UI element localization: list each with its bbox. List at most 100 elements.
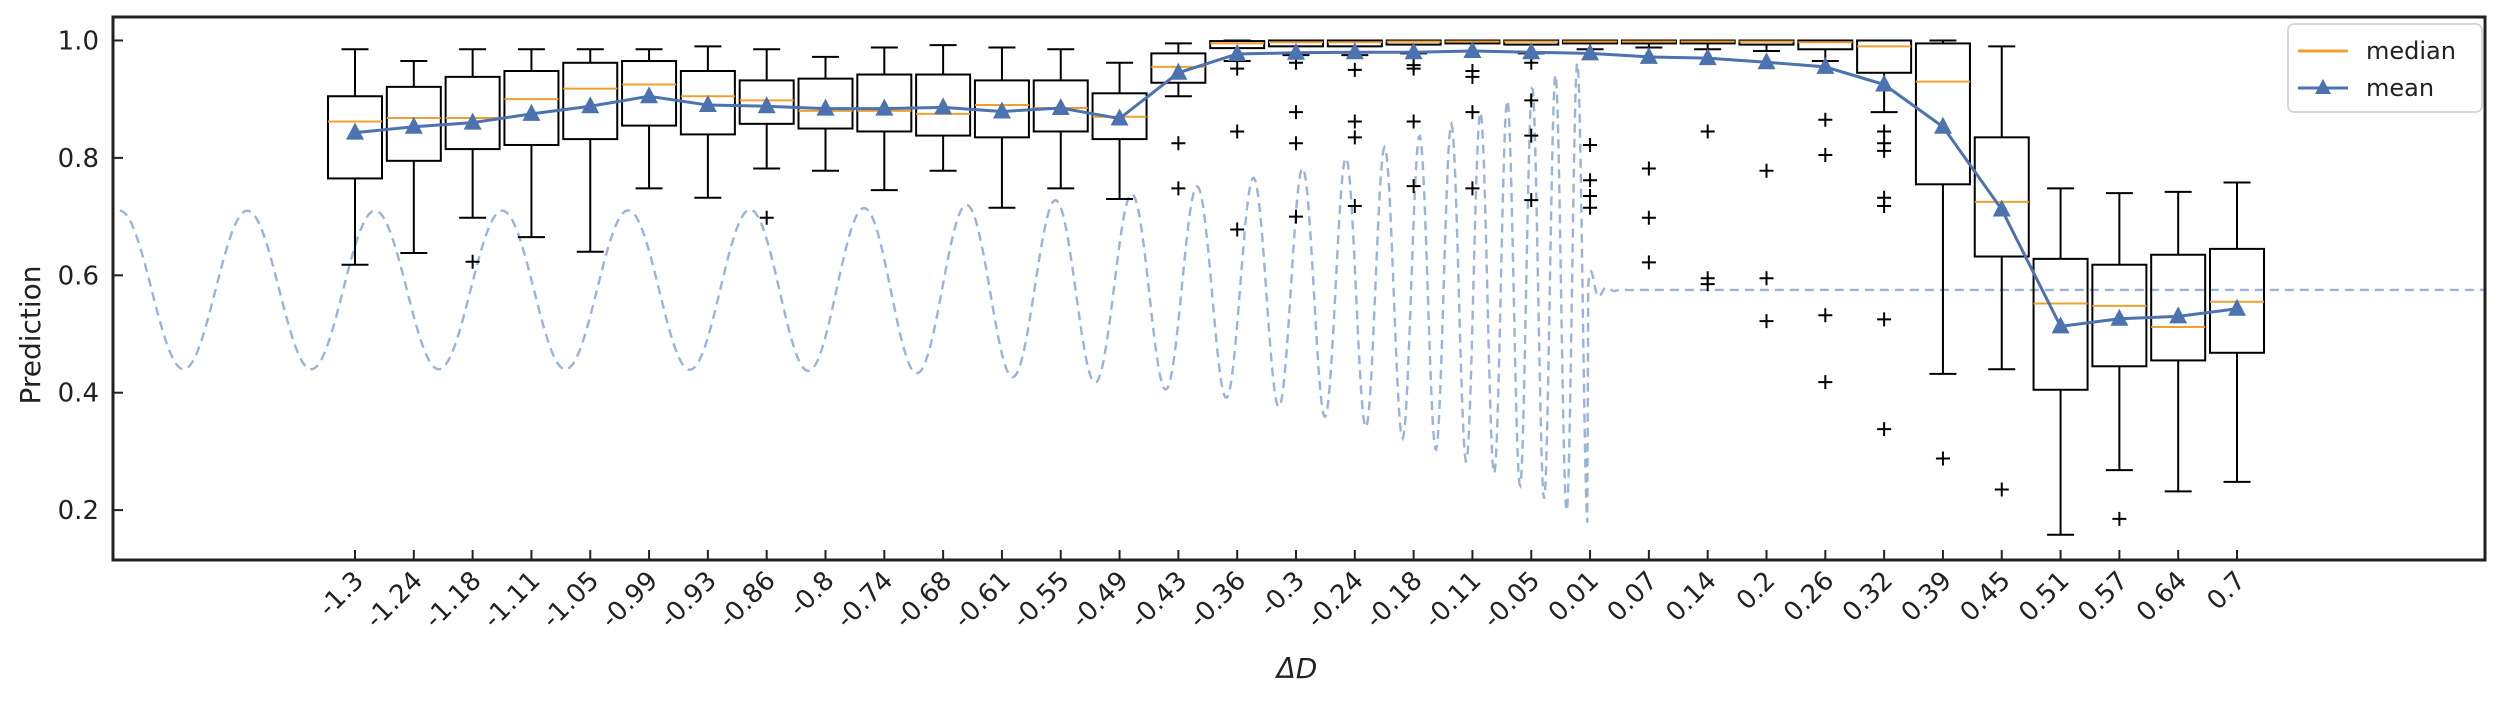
outlier-point <box>1583 137 1598 152</box>
mean-point <box>463 112 482 130</box>
y-axis-title: Prediction <box>14 265 47 404</box>
outlier-point <box>1347 62 1362 77</box>
mean-series <box>346 41 2246 334</box>
outlier-point <box>1347 130 1362 145</box>
outlier-point <box>1465 181 1480 196</box>
mean-point <box>1581 43 1600 61</box>
outlier-point <box>1230 61 1245 76</box>
outlier-point <box>1289 136 1303 151</box>
mean-point <box>2110 308 2129 326</box>
y-tick-label: 0.8 <box>58 144 99 174</box>
box-0.26 <box>1797 39 1854 390</box>
outlier-point <box>1347 199 1362 214</box>
outlier-point <box>1877 199 1892 214</box>
box-0.57 <box>2091 192 2148 526</box>
box-0.14 <box>1679 39 1736 292</box>
plot-frame <box>111 15 2487 562</box>
outlier-point <box>1818 308 1833 323</box>
mean-point <box>1639 46 1658 64</box>
box-iqr <box>1150 52 1207 84</box>
box-iqr <box>2091 263 2148 368</box>
mean-point <box>404 116 423 134</box>
box-0.64 <box>2150 190 2207 493</box>
outlier-point <box>1641 161 1656 176</box>
box-iqr <box>1914 42 1971 186</box>
box-iqr <box>503 70 560 146</box>
outlier-point <box>1935 451 1950 466</box>
mean-point <box>1698 48 1717 66</box>
box--0.86 <box>738 48 795 225</box>
outlier-point <box>1524 128 1539 143</box>
mean-point <box>346 122 364 140</box>
mean-point <box>816 98 835 116</box>
y-tick-label: 0.6 <box>58 261 99 291</box>
outlier-point <box>1641 255 1656 270</box>
box-0.39 <box>1914 39 1971 466</box>
box-iqr <box>1032 79 1089 133</box>
outlier-point <box>1877 124 1892 139</box>
mean-point <box>1051 97 1070 115</box>
box-iqr <box>1797 39 1854 51</box>
mean-point <box>1110 108 1129 126</box>
outlier-point <box>1877 143 1892 158</box>
mean-point <box>522 103 541 121</box>
box-0.32 <box>1856 39 1913 437</box>
box--0.99 <box>621 48 678 190</box>
mean-point <box>1287 42 1305 60</box>
legend-mean-label: mean <box>2366 74 2434 102</box>
box-iqr <box>856 73 913 133</box>
mean-point <box>1345 42 1364 60</box>
mean-point <box>1933 116 1952 134</box>
mean-point <box>1992 199 2011 217</box>
box--1.18 <box>444 48 501 269</box>
box-iqr <box>915 73 972 137</box>
box-iqr <box>797 77 854 130</box>
outlier-point <box>1465 69 1480 84</box>
outlier-point <box>1524 193 1539 208</box>
box--1.11 <box>503 48 560 239</box>
box--0.74 <box>856 46 913 192</box>
mean-point <box>2051 316 2070 334</box>
mean-point <box>698 95 717 113</box>
box-iqr <box>1856 39 1913 74</box>
box--1.24 <box>385 60 442 254</box>
outlier-point <box>1818 375 1833 390</box>
outlier-point <box>759 210 774 225</box>
box-iqr <box>1973 136 2030 258</box>
outlier-point <box>1700 277 1715 292</box>
outlier-point <box>1171 181 1186 196</box>
mean-point <box>1757 52 1776 70</box>
outlier-point <box>1818 112 1833 127</box>
outlier-point <box>1759 271 1774 286</box>
y-tick-label: 0.2 <box>58 496 99 526</box>
mean-point <box>1875 74 1894 92</box>
box-iqr <box>621 60 678 127</box>
box-iqr <box>444 75 501 151</box>
box-iqr <box>2150 253 2207 362</box>
mean-point <box>640 86 659 104</box>
outlier-point <box>1289 105 1303 120</box>
outlier-point <box>1406 114 1421 129</box>
mean-point <box>1404 42 1423 60</box>
mean-point <box>581 96 600 114</box>
outlier-point <box>1583 189 1598 204</box>
outlier-point <box>1994 482 2009 497</box>
outlier-point <box>1171 136 1186 151</box>
mean-point <box>1228 43 1247 61</box>
outlier-point <box>1406 179 1421 194</box>
mean-point <box>1522 42 1541 60</box>
outlier-point <box>1877 422 1892 437</box>
outlier-point <box>1406 61 1421 76</box>
x-axis-title: ΔD <box>1275 652 1318 685</box>
box-iqr <box>679 70 736 136</box>
outlier-point <box>1230 124 1245 139</box>
outlier-point <box>1583 200 1598 215</box>
box-0.07 <box>1620 39 1677 270</box>
mean-point <box>2228 298 2246 316</box>
mean-point <box>1463 41 1482 59</box>
legend-median-label: median <box>2366 37 2456 65</box>
outlier-point <box>465 254 480 269</box>
legend-mean-triangle <box>2315 79 2331 94</box>
